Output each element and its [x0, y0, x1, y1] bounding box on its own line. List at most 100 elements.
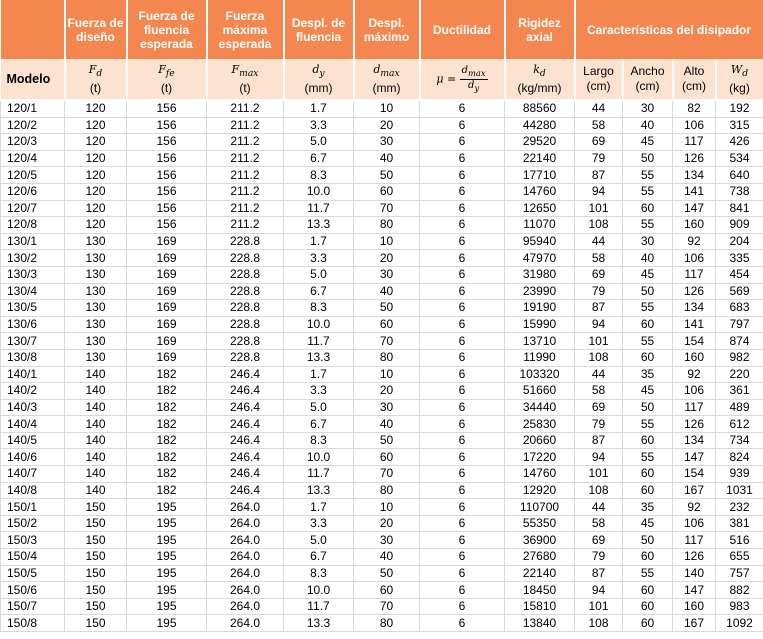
table-cell: 6: [419, 199, 505, 218]
table-cell: 141: [672, 315, 716, 334]
model-cell: 130/3: [0, 265, 65, 284]
table-cell: 14760: [504, 182, 575, 201]
table-cell: 45: [622, 133, 673, 151]
table-cell: 228.8: [206, 232, 284, 251]
table-cell: 6: [419, 99, 505, 118]
table-cell: 156: [126, 133, 207, 151]
table-cell: 30: [622, 232, 673, 251]
model-cell: 140/1: [0, 365, 65, 384]
table-cell: 13.3: [283, 348, 354, 367]
table-cell: 117: [672, 265, 716, 284]
table-cell: 55: [622, 182, 673, 201]
table-row: 140/1 140 182 246.4 1.7 10 6 103320 44 35 92 220: [0, 365, 763, 384]
table-cell: 182: [126, 398, 207, 417]
table-cell: 117: [672, 133, 716, 151]
table-cell: 6: [419, 116, 505, 135]
table-cell: 22140: [504, 149, 575, 168]
table-cell: 12650: [504, 199, 575, 218]
table-cell: 264.0: [206, 498, 284, 516]
model-cell: 120/8: [0, 216, 65, 234]
table-row: 120/3 120 156 211.2 5.0 30 6 29520 69 45 117 426: [0, 133, 763, 151]
table-cell: 30: [353, 531, 420, 550]
table-cell: 130: [64, 249, 127, 267]
table-cell: 94: [574, 315, 623, 334]
table-cell: 167: [672, 614, 716, 632]
table-cell: 228.8: [206, 348, 284, 367]
table-cell: 6: [419, 365, 505, 384]
table-cell: 101: [574, 465, 623, 483]
table-cell: 31980: [504, 265, 575, 284]
table-row: 120/5 120 156 211.2 8.3 50 6 17710 87 55 134 640: [0, 166, 763, 184]
table-cell: 13840: [504, 614, 575, 632]
model-cell: 150/5: [0, 564, 65, 583]
table-cell: 534: [714, 149, 763, 168]
table-cell: 8.3: [283, 564, 354, 583]
table-cell: 195: [126, 498, 207, 516]
table-cell: 246.4: [206, 382, 284, 400]
table-row: 120/6 120 156 211.2 10.0 60 6 14760 94 55 141 738: [0, 182, 763, 201]
table-cell: 45: [622, 265, 673, 284]
table-cell: 140: [64, 398, 127, 417]
model-cell: 120/6: [0, 182, 65, 201]
table-cell: 40: [353, 548, 420, 566]
table-cell: 150: [64, 498, 127, 516]
table-cell: 169: [126, 299, 207, 317]
table-cell: 211.2: [206, 166, 284, 184]
table-cell: 246.4: [206, 398, 284, 417]
table-cell: 140: [64, 415, 127, 433]
table-cell: 30: [622, 99, 673, 118]
table-cell: 92: [672, 365, 716, 384]
table-cell: 3.3: [283, 116, 354, 135]
model-cell: 140/4: [0, 415, 65, 433]
table-cell: 211.2: [206, 133, 284, 151]
table-cell: 167: [672, 481, 716, 500]
table-cell: 6: [419, 166, 505, 184]
model-cell: 150/3: [0, 531, 65, 550]
table-cell: 141: [672, 182, 716, 201]
table-cell: 6: [419, 265, 505, 284]
table-cell: 6: [419, 597, 505, 616]
table-cell: 8.3: [283, 166, 354, 184]
table-cell: 126: [672, 282, 716, 301]
table-cell: 140: [64, 481, 127, 500]
table-cell: 169: [126, 348, 207, 367]
table-cell: 169: [126, 265, 207, 284]
table-cell: 6.7: [283, 415, 354, 433]
table-cell: 1.7: [283, 498, 354, 516]
table-cell: 939: [714, 465, 763, 483]
table-cell: 82: [672, 99, 716, 118]
table-cell: 103320: [504, 365, 575, 384]
table-cell: 246.4: [206, 415, 284, 433]
table-cell: 60: [622, 597, 673, 616]
table-cell: 120: [64, 166, 127, 184]
table-cell: 12920: [504, 481, 575, 500]
header-caracteristicas: Características del disipador: [574, 0, 763, 59]
table-cell: 47970: [504, 249, 575, 267]
header-fuerza-fluencia: Fuerza de fluencia esperada: [126, 0, 208, 59]
table-cell: 1092: [714, 614, 763, 632]
table-cell: 160: [672, 216, 716, 234]
table-cell: 612: [714, 415, 763, 433]
model-cell: 150/6: [0, 581, 65, 599]
table-cell: 569: [714, 282, 763, 301]
table-cell: 150: [64, 581, 127, 599]
header-rigidez-axial: Rigidez axial: [504, 0, 576, 59]
table-cell: 55: [622, 299, 673, 317]
table-cell: 130: [64, 299, 127, 317]
table-cell: 13710: [504, 332, 575, 350]
table-cell: 6: [419, 548, 505, 566]
table-cell: 60: [353, 581, 420, 599]
table-cell: 211.2: [206, 99, 284, 118]
model-cell: 120/4: [0, 149, 65, 168]
table-cell: 228.8: [206, 299, 284, 317]
table-cell: 182: [126, 465, 207, 483]
table-cell: 50: [622, 149, 673, 168]
table-cell: 34440: [504, 398, 575, 417]
table-cell: 44: [574, 498, 623, 516]
table-cell: 5.0: [283, 133, 354, 151]
table-cell: 19190: [504, 299, 575, 317]
table-cell: 87: [574, 564, 623, 583]
table-cell: 6: [419, 249, 505, 267]
model-cell: 150/8: [0, 614, 65, 632]
table-cell: 246.4: [206, 365, 284, 384]
